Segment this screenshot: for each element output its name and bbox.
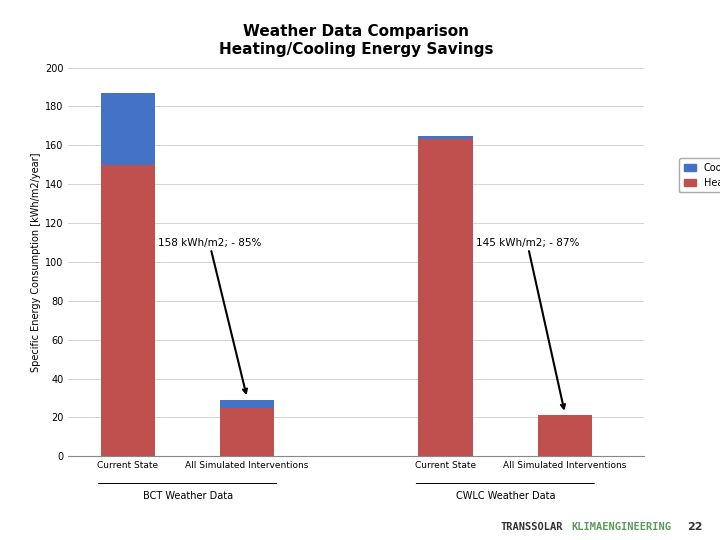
Bar [101,165,156,456]
Bar [418,136,473,139]
Text: TRANSSOLAR: TRANSSOLAR [500,522,563,532]
Y-axis label: Specific Energy Consumption [kWh/m2/year]: Specific Energy Consumption [kWh/m2/year… [31,152,41,372]
Bar [220,400,274,408]
Bar [101,93,156,165]
Text: BCT Weather Data: BCT Weather Data [143,491,233,501]
Text: KLIMAENGINEERING: KLIMAENGINEERING [571,522,671,532]
Text: 145 kWh/m2; - 87%: 145 kWh/m2; - 87% [476,238,579,409]
Legend: Cool, Heat: Cool, Heat [679,158,720,192]
Bar [538,415,593,456]
Bar [418,139,473,456]
Text: 22: 22 [688,522,703,532]
Text: 158 kWh/m2; - 85%: 158 kWh/m2; - 85% [158,238,261,393]
Text: CWLC Weather Data: CWLC Weather Data [456,491,555,501]
Text: Thermal Simulation Weather Data Validation: Thermal Simulation Weather Data Validati… [6,8,302,22]
Title: Weather Data Comparison
Heating/Cooling Energy Savings: Weather Data Comparison Heating/Cooling … [219,24,494,57]
Bar [220,408,274,456]
